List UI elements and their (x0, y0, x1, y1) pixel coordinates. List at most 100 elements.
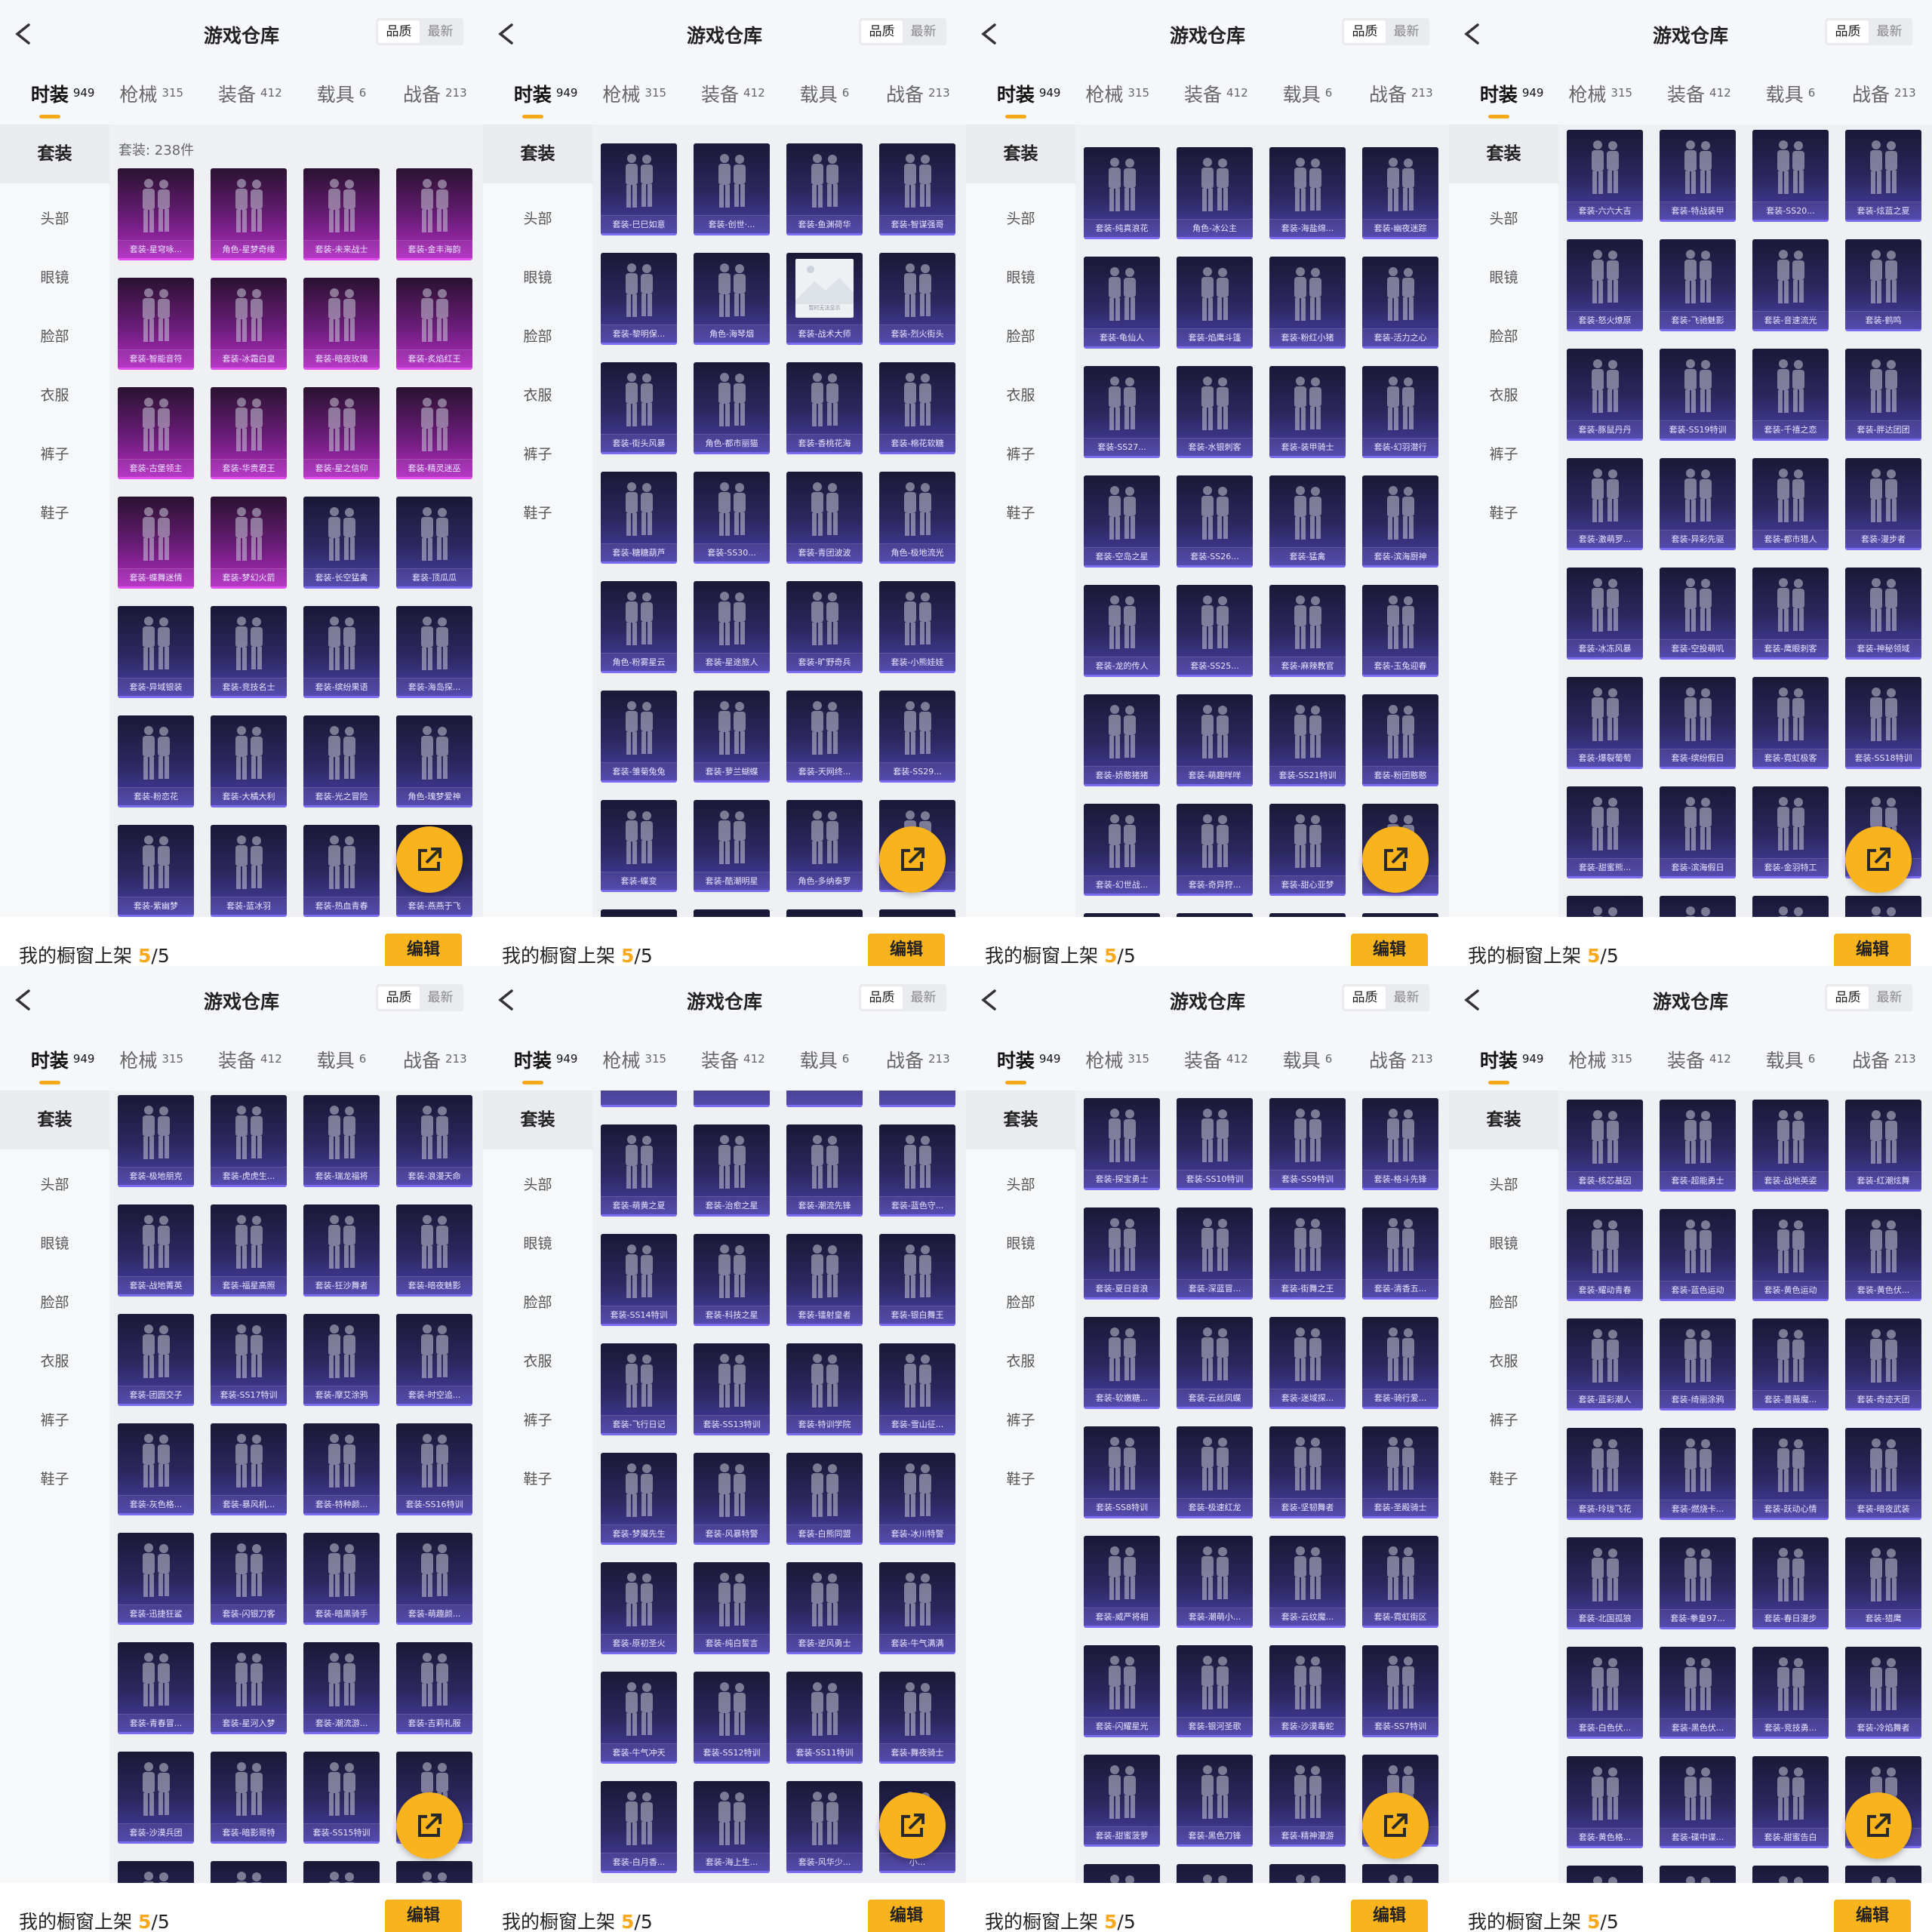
tab-0[interactable]: 时装 949 (31, 1046, 95, 1073)
outfit-card[interactable]: 套装-深蓝冒... (1177, 1208, 1253, 1300)
outfit-card[interactable]: 套装-糖糖葫芦 (601, 472, 677, 564)
tab-2[interactable]: 装备 412 (1184, 1046, 1248, 1073)
outfit-card[interactable]: 套装-小熊娃娃 (879, 581, 955, 673)
outfit-card[interactable]: 套装-海盐绵... (1269, 147, 1346, 239)
outfit-card[interactable]: 套装-华贵君王 (211, 387, 287, 479)
tab-0[interactable]: 时装 949 (1480, 1046, 1544, 1073)
outfit-card[interactable]: 套装-星途旅人 (694, 581, 770, 673)
outfit-card[interactable]: 套装-瑞龙福将 (303, 1095, 380, 1187)
outfit-card[interactable] (786, 1091, 863, 1107)
sort-toggle[interactable]: 品质 最新 (1825, 18, 1912, 45)
outfit-card[interactable]: 套装-SS16特训 (396, 1423, 472, 1515)
outfit-card[interactable]: 套装-吉莉礼服 (396, 1642, 472, 1734)
sidebar-item[interactable]: 眼镜 (1489, 1235, 1518, 1252)
share-button[interactable] (879, 1792, 946, 1859)
outfit-card[interactable]: 套装-舞夜骑士 (879, 1672, 955, 1764)
sidebar-item[interactable]: 脸部 (523, 1294, 552, 1311)
outfit-card[interactable]: 套装-千禧之恋 (1752, 349, 1829, 441)
outfit-card[interactable]: 套装-黄色格... (1567, 1756, 1643, 1848)
outfit-card[interactable]: 套装-蓝冰羽 (211, 825, 287, 917)
outfit-card[interactable]: 套装-蓝色守... (879, 1124, 955, 1217)
outfit-card[interactable]: 套装-六六大吉 (1567, 130, 1643, 222)
outfit-card[interactable]: 套装-原初圣火 (601, 1562, 677, 1654)
sort-option[interactable]: 品质 (378, 986, 420, 1009)
outfit-card[interactable] (694, 1091, 770, 1107)
sort-option[interactable]: 最新 (427, 990, 454, 1005)
sidebar-item[interactable]: 鞋子 (40, 505, 69, 521)
outfit-card[interactable] (1845, 896, 1921, 917)
sidebar-item[interactable]: 套装 (0, 125, 109, 183)
outfit-card[interactable]: 套装-萌趣颜... (396, 1533, 472, 1625)
sidebar-item[interactable]: 头部 (1006, 211, 1035, 227)
sidebar-item[interactable]: 眼镜 (1006, 1235, 1035, 1252)
outfit-card[interactable]: 套装-跃动心情 (1752, 1428, 1829, 1520)
edit-button[interactable]: 编辑 (1351, 1900, 1428, 1932)
outfit-card[interactable]: 套装-胖达团团 (1845, 349, 1921, 441)
outfit-card[interactable]: 套装-冰霜白皇 (211, 278, 287, 370)
outfit-card[interactable]: 套装-麻辣教官 (1269, 585, 1346, 677)
outfit-card[interactable]: 套装-空岛之星 (1084, 475, 1160, 568)
tab-4[interactable]: 战备 213 (1852, 1046, 1916, 1073)
outfit-card[interactable]: 套装-特种颜... (303, 1423, 380, 1515)
share-button[interactable] (1845, 826, 1912, 893)
outfit-card[interactable]: 套装-SS19特训 (1660, 349, 1736, 441)
sidebar-item[interactable]: 鞋子 (523, 505, 552, 521)
outfit-card[interactable]: 套装-SS12特训 (694, 1672, 770, 1764)
outfit-card[interactable]: 套装-飞驰魅影 (1660, 239, 1736, 331)
outfit-card[interactable]: 套装-科技之星 (694, 1234, 770, 1326)
outfit-card[interactable]: 套装-特战装甲 (1660, 130, 1736, 222)
sidebar-item[interactable]: 裤子 (1489, 1412, 1518, 1429)
sidebar-item[interactable]: 裤子 (40, 446, 69, 463)
outfit-card[interactable]: 套装-SS15特训 (303, 1752, 380, 1844)
outfit-card[interactable]: 套装-白色伏... (1567, 1647, 1643, 1739)
outfit-card[interactable] (118, 1861, 194, 1883)
outfit-card[interactable]: 套装-智谋强哥 (879, 143, 955, 235)
tab-4[interactable]: 战备 213 (403, 1046, 467, 1073)
outfit-card[interactable]: 套装-碟中谍... (1660, 1756, 1736, 1848)
outfit-card[interactable]: 套装-豚鼠丹丹 (1567, 349, 1643, 441)
outfit-card[interactable] (1752, 896, 1829, 917)
outfit-card[interactable]: 套装-空投萌叽 (1660, 568, 1736, 660)
sort-option[interactable]: 品质 (1827, 986, 1869, 1009)
outfit-card[interactable] (601, 909, 677, 917)
outfit-card[interactable] (1269, 1864, 1346, 1883)
outfit-card[interactable]: 套装-SS10特训 (1177, 1098, 1253, 1190)
outfit-card[interactable] (1362, 913, 1438, 917)
outfit-card[interactable]: 套装-摩艾涂鸦 (303, 1314, 380, 1406)
sidebar-item[interactable]: 眼镜 (523, 1235, 552, 1252)
tab-2[interactable]: 装备 412 (1667, 80, 1731, 107)
tab-3[interactable]: 载具 6 (800, 80, 850, 107)
outfit-card[interactable]: 套装-白熊同盟 (786, 1453, 863, 1545)
outfit-card[interactable]: 套装-精灵迷巫 (396, 387, 472, 479)
outfit-card[interactable]: 套装-闪耀星光 (1084, 1645, 1160, 1737)
outfit-card[interactable]: 套装-纯白誓言 (694, 1562, 770, 1654)
outfit-card[interactable]: 套装-潮流游... (303, 1642, 380, 1734)
outfit-card[interactable]: 套装-炙焰红王 (396, 278, 472, 370)
sidebar-item[interactable]: 套装 (483, 125, 592, 183)
outfit-card[interactable]: 套装-蓝彩潮人 (1567, 1318, 1643, 1411)
outfit-card[interactable]: 套装-萌趣咩咩 (1177, 694, 1253, 786)
outfit-card[interactable]: 套装-SS17特训 (211, 1314, 287, 1406)
outfit-card[interactable]: 套装-幻世战... (1084, 804, 1160, 896)
back-arrow-icon[interactable] (1460, 987, 1485, 1013)
outfit-card[interactable]: 套装-雪山征... (879, 1343, 955, 1435)
outfit-card[interactable] (601, 1091, 677, 1107)
outfit-card[interactable]: 套装-甜心亚梦 (1269, 804, 1346, 896)
sort-option[interactable]: 品质 (1827, 20, 1869, 43)
sidebar-item[interactable]: 裤子 (1006, 446, 1035, 463)
outfit-card[interactable] (303, 1861, 380, 1883)
outfit-card[interactable]: 套装-黄色伏... (1845, 1209, 1921, 1301)
outfit-card[interactable]: 套装-玉兔迎春 (1362, 585, 1438, 677)
outfit-card[interactable]: 套装-滨海厨神 (1362, 475, 1438, 568)
outfit-card[interactable]: 套装-暗夜魅影 (396, 1204, 472, 1297)
edit-button[interactable]: 编辑 (1834, 1900, 1911, 1932)
outfit-card[interactable]: 套装-战地菁英 (118, 1204, 194, 1297)
outfit-card[interactable]: 套装-创世·... (694, 143, 770, 235)
outfit-card[interactable]: 套装-金丰海韵 (396, 168, 472, 260)
outfit-card[interactable]: 套装-奇异狩... (1177, 804, 1253, 896)
sidebar-item[interactable]: 衣服 (40, 1353, 69, 1370)
outfit-card[interactable]: 套装-怒火燎原 (1567, 239, 1643, 331)
tab-3[interactable]: 载具 6 (800, 1046, 850, 1073)
sidebar-item[interactable]: 套装 (1449, 1091, 1558, 1149)
outfit-card[interactable]: 套装-纯真浪花 (1084, 147, 1160, 239)
